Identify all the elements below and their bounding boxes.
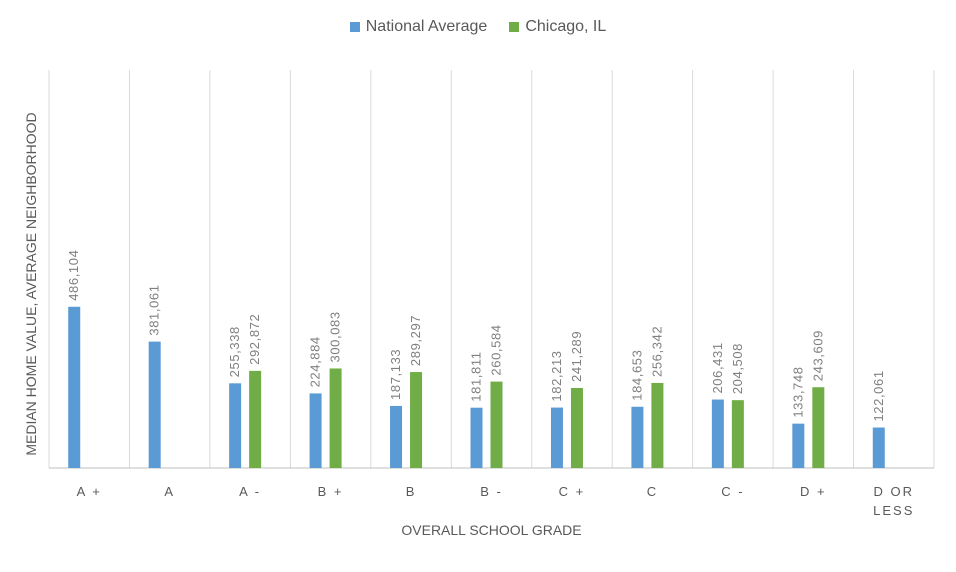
data-label-chicago-7: 256,342 — [649, 326, 664, 377]
data-label-chicago-9: 243,609 — [810, 330, 825, 381]
bar-national-9 — [792, 423, 805, 468]
data-label-national-4: 187,133 — [388, 349, 403, 400]
bar-national-1 — [148, 341, 161, 468]
bar-chicago-2 — [249, 370, 262, 468]
legend-label-national: National Average — [365, 18, 488, 35]
data-label-national-9: 133,748 — [790, 366, 805, 417]
data-label-national-7: 184,653 — [629, 350, 644, 401]
data-label-chicago-6: 241,289 — [569, 331, 584, 382]
y-axis-title: MEDIAN HOME VALUE, AVERAGE NEIGHBORHOOD — [23, 112, 39, 455]
x-axis-title: OVERALL SCHOOL GRADE — [401, 522, 581, 538]
bar-chicago-7 — [651, 382, 664, 468]
legend-swatch-chicago — [509, 22, 520, 32]
legend-label-chicago: Chicago, IL — [525, 18, 607, 35]
bar-national-4 — [390, 405, 403, 468]
x-tick-label-9: D + — [800, 484, 827, 499]
data-label-national-1: 381,061 — [147, 284, 162, 335]
legend-swatch-national — [349, 22, 360, 32]
x-tick-label-0: A + — [77, 484, 102, 499]
x-tick-label-10-line0: D OR — [874, 484, 915, 499]
x-tick-label-1: A — [164, 484, 175, 499]
bar-national-3 — [309, 393, 322, 468]
bar-chicago-6 — [570, 387, 583, 468]
bar-national-5 — [470, 407, 483, 468]
x-tick-label-3: B + — [318, 484, 344, 499]
bar-chicago-9 — [812, 387, 825, 468]
legend-item-chicago: Chicago, IL — [509, 18, 606, 36]
bar-national-7 — [631, 406, 644, 468]
bar-national-10 — [872, 427, 885, 468]
data-label-national-5: 181,811 — [469, 351, 484, 401]
bar-chicago-5 — [490, 381, 503, 468]
x-tick-label-8: C - — [721, 484, 744, 499]
x-tick-label-2: A - — [239, 484, 261, 499]
data-label-chicago-3: 300,083 — [328, 311, 343, 362]
x-tick-label-4: B — [406, 484, 417, 499]
data-label-national-6: 182,213 — [549, 350, 564, 401]
bar-national-0 — [68, 306, 81, 468]
x-tick-label-10-line1: LESS — [873, 503, 914, 518]
bar-chicago-3 — [329, 368, 342, 468]
x-tick-label-5: B - — [480, 484, 503, 499]
data-label-chicago-5: 260,584 — [489, 324, 504, 375]
x-tick-label-7: C — [647, 484, 658, 499]
data-label-national-3: 224,884 — [308, 336, 323, 387]
legend-item-national: National Average — [349, 18, 488, 36]
data-label-national-8: 206,431 — [710, 342, 725, 393]
data-label-national-0: 486,104 — [66, 250, 81, 301]
data-label-chicago-8: 204,508 — [730, 343, 745, 394]
bar-chicago-4 — [410, 372, 423, 468]
bar-chicago-8 — [731, 400, 744, 468]
bar-national-8 — [711, 399, 724, 468]
data-label-chicago-2: 292,872 — [247, 314, 262, 365]
chart-legend: National Average Chicago, IL — [0, 18, 956, 36]
data-label-chicago-4: 289,297 — [408, 315, 423, 366]
data-label-national-2: 255,338 — [227, 326, 242, 377]
x-tick-label-6: C + — [559, 484, 586, 499]
bar-national-2 — [229, 383, 242, 468]
data-label-national-10: 122,061 — [871, 370, 886, 421]
bar-national-6 — [550, 407, 563, 468]
